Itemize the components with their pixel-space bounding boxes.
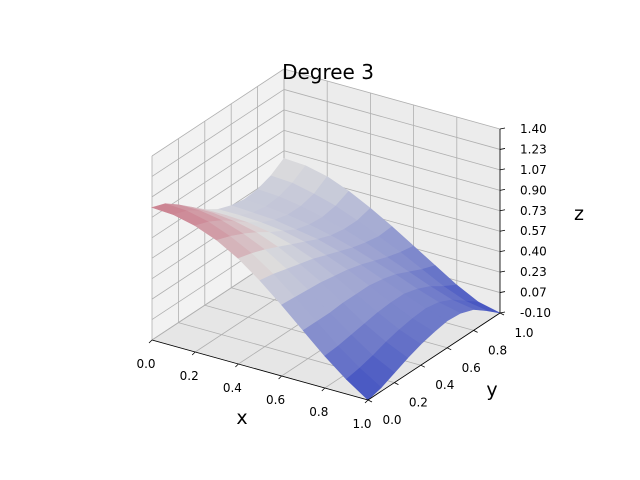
grid-line	[151, 150, 285, 239]
x-axis-ticks: 0.0 0.2 0.4 0.6 0.8 1.0	[136, 339, 372, 431]
y-tick-label: 0.8	[488, 343, 507, 357]
z-tick-label: 0.73	[520, 204, 547, 218]
grid-line	[283, 129, 501, 191]
z-tick-label: 0.40	[520, 245, 547, 259]
grid-line	[283, 109, 501, 171]
x-tick-mark	[278, 375, 282, 380]
x-tick-label: 0.6	[266, 393, 285, 407]
z-tick-mark	[499, 250, 506, 253]
grid-line	[151, 89, 285, 177]
y-tick-mark	[367, 399, 373, 403]
y-tick-mark	[447, 347, 452, 351]
z-axis-ticks: -0.10 0.07 0.23 0.40 0.57 0.73 0.90 1.07 1.23 1.4…	[499, 122, 551, 320]
x-tick-label: 0.0	[136, 357, 155, 371]
grid-line	[283, 150, 501, 212]
z-tick-label: 0.57	[520, 224, 547, 238]
y-tick-mark	[473, 330, 478, 333]
chart-title: Degree 3	[282, 60, 374, 84]
z-tick-label: 0.07	[520, 286, 547, 300]
x-tick-mark	[191, 351, 196, 356]
z-tick-mark	[499, 311, 506, 314]
y-tick-mark	[394, 382, 399, 385]
x-axis-line	[151, 339, 369, 401]
y-tick-label: 0.4	[435, 378, 454, 392]
z-tick-mark	[499, 209, 506, 212]
z-tick-label: 1.23	[520, 142, 547, 156]
z-tick-mark	[499, 188, 506, 191]
y-tick-mark	[420, 364, 425, 368]
y-axis-label: y	[486, 379, 497, 401]
z-axis-label: z	[574, 203, 584, 225]
z-tick-mark	[499, 270, 506, 273]
z-tick-mark	[499, 127, 506, 130]
y-tick-label: 1.0	[514, 326, 533, 340]
x-axis-label: x	[236, 407, 247, 429]
x-tick-label: 0.2	[180, 369, 199, 383]
x-tick-mark	[364, 399, 369, 404]
z-tick-mark	[499, 229, 506, 232]
grid-line	[151, 109, 285, 198]
z-tick-label: 1.40	[520, 122, 547, 136]
axis-lines	[151, 129, 501, 401]
z-tick-label: 0.23	[520, 265, 547, 279]
z-tick-label: -0.10	[520, 306, 551, 320]
surface-mesh	[150, 158, 501, 401]
y-axis-ticks: 0.0 0.2 0.4 0.6 0.8 1.0	[367, 312, 534, 427]
x-tick-mark	[321, 387, 326, 392]
x-tick-mark	[148, 339, 153, 344]
pane-left	[152, 69, 284, 340]
y-tick-label: 0.2	[409, 396, 428, 410]
x-tick-label: 1.0	[352, 417, 371, 431]
surface-patch	[345, 367, 382, 401]
grid-line	[151, 129, 285, 218]
grid-line	[283, 89, 501, 150]
x-tick-label: 0.4	[223, 381, 242, 395]
grid-line	[151, 68, 285, 157]
z-tick-mark	[499, 168, 506, 171]
grid-line	[283, 68, 501, 130]
z-tick-mark	[499, 148, 506, 150]
z-tick-label: 0.90	[520, 183, 547, 197]
x-tick-label: 0.8	[309, 405, 328, 419]
y-tick-mark	[499, 312, 505, 316]
y-tick-label: 0.6	[462, 361, 481, 375]
x-tick-mark	[235, 363, 239, 368]
z-tick-mark	[499, 291, 506, 293]
y-tick-label: 0.0	[382, 413, 401, 427]
y-axis-line	[367, 312, 501, 401]
z-tick-label: 1.07	[520, 163, 547, 177]
